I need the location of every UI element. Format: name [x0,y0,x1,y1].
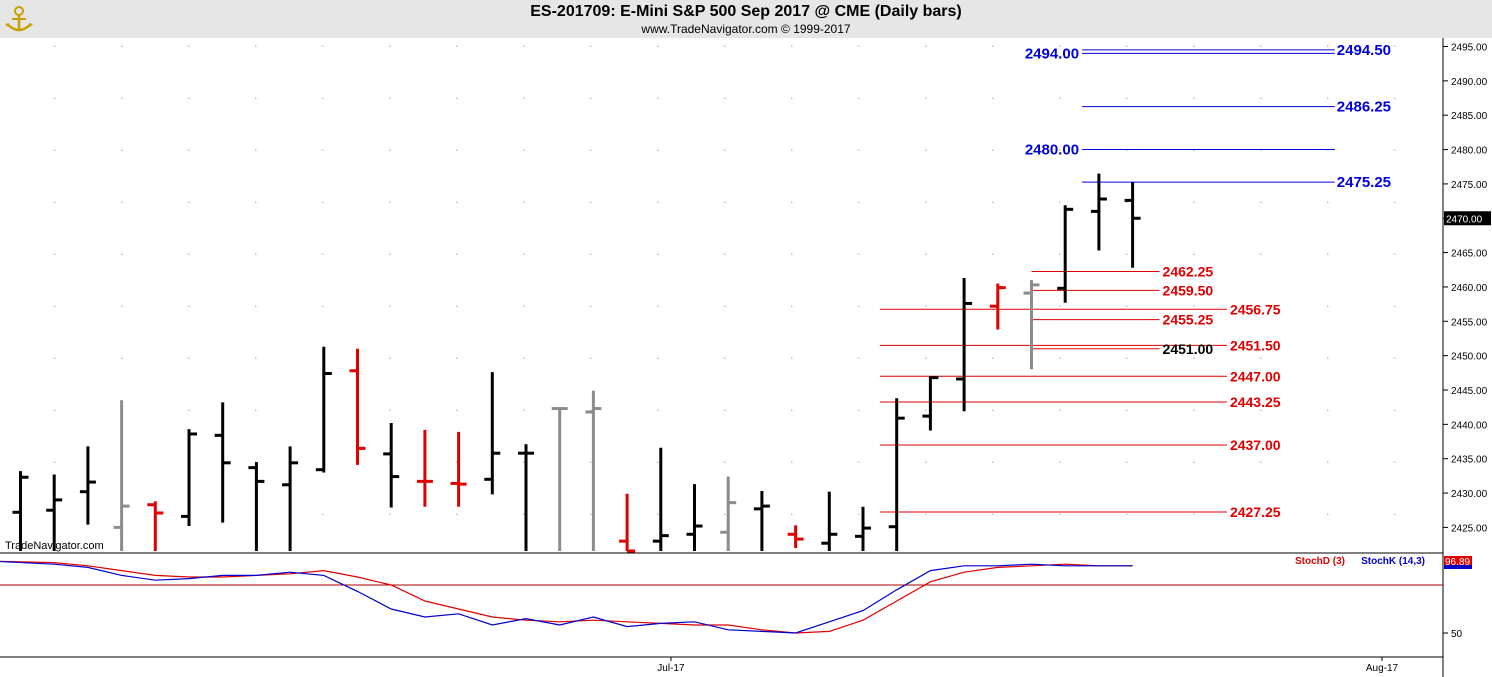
price-tick-label: 2465.00 [1451,249,1488,260]
ohlc-bar [79,446,96,525]
stoch-value-label: 96.89 [1445,557,1470,568]
ohlc-bar [1057,205,1074,303]
stochastic-panel: StochD (3) StochK (14,3) 50 96.89 [0,556,1472,640]
ohlc-bar [1124,182,1141,268]
ohlc-bar [551,407,568,551]
price-tick-label: 2450.00 [1451,352,1488,363]
price-tick-label: 2480.00 [1451,146,1488,157]
grid-dots [0,45,1443,553]
ohlc-bar [349,348,366,465]
stoch-d-legend: StochD (3) [1295,556,1345,567]
level-label-red: 2437.00 [1230,437,1281,453]
chart-header: ES-201709: E-Mini S&P 500 Sep 2017 @ CME… [0,0,1492,38]
stoch-line [0,560,1133,634]
ohlc-bar [720,476,737,551]
level-label-red: 2456.75 [1230,301,1281,317]
price-tick-label: 2435.00 [1451,455,1488,466]
price-tick-label: 2460.00 [1451,283,1488,294]
ohlc-bar [1023,280,1040,370]
ohlc-bar [888,398,905,551]
price-tick-label: 2495.00 [1451,43,1488,54]
price-tick-label: 2490.00 [1451,77,1488,88]
ohlc-bar [1090,173,1107,251]
ohlc-bar [416,429,433,507]
price-tick-label: 2430.00 [1451,489,1488,500]
ohlc-bar [989,283,1006,330]
ohlc-bar [956,278,973,412]
price-bars [12,173,1141,553]
x-tick-label: Jul-17 [657,663,685,674]
stoch-tick-label: 50 [1451,629,1463,640]
price-tick-label: 2475.00 [1451,180,1488,191]
level-lines: 2494.50 2494.00 2486.25 2480.00 2475.25 2462.… [879,42,1391,520]
stoch-value-box-k [1444,565,1472,569]
level-label-red: 2451.00 [1163,341,1214,357]
level-label-red: 2462.25 [1163,263,1214,279]
ohlc-bar [450,431,467,507]
level-label-blue: 2480.00 [1025,142,1079,159]
ohlc-bar [652,447,669,551]
ohlc-bar [855,506,871,551]
ohlc-bar [922,376,939,431]
level-label-blue: 2494.50 [1337,42,1391,59]
ohlc-bar [787,525,804,549]
level-label-red: 2451.50 [1230,337,1281,353]
trade-navigator-logo-icon [5,6,33,32]
level-label-blue: 2475.25 [1337,174,1391,191]
price-tick-label: 2445.00 [1451,386,1488,397]
price-tick-label: 2440.00 [1451,420,1488,431]
price-tick-label: 2485.00 [1451,111,1488,122]
stoch-line [0,560,1133,634]
ohlc-bar [113,400,130,551]
ohlc-bar [214,402,231,523]
ohlc-bar [686,484,703,551]
level-label-red: 2455.25 [1163,312,1214,328]
price-tick-label: 2425.00 [1451,523,1488,534]
chart-subtitle: www.TradeNavigator.com © 1999-2017 [641,22,851,36]
price-axis: 2425.00 2430.00 2435.00 2440.00 2445.00 2450.… [0,38,1491,677]
ohlc-bar [248,462,265,551]
price-tick-label: 2455.00 [1451,317,1488,328]
ohlc-bar [147,501,164,551]
ohlc-bar [315,346,332,473]
level-label-red: 2443.25 [1230,394,1281,410]
last-price-box [1444,211,1491,226]
chart-title: ES-201709: E-Mini S&P 500 Sep 2017 @ CME… [530,3,962,20]
ohlc-bar [383,422,400,508]
ohlc-bar [484,372,501,495]
ohlc-bar [518,444,534,551]
ohlc-bar [753,490,770,551]
level-label-red: 2447.00 [1230,368,1281,384]
ohlc-bar [619,493,636,553]
ohlc-bar [46,474,63,551]
level-label-blue: 2486.25 [1337,99,1391,116]
ohlc-bar [12,471,29,551]
ohlc-bar [585,390,602,551]
ohlc-bar [821,491,838,551]
level-label-red: 2427.25 [1230,504,1281,520]
last-price-label: 2470.00 [1446,214,1483,225]
ohlc-bar [181,429,197,527]
ohlc-bar [282,446,299,551]
level-label-blue: 2494.00 [1025,45,1079,62]
stoch-k-legend: StochK (14,3) [1361,556,1425,567]
x-tick-label: Aug-17 [1366,663,1399,674]
watermark-bg [2,538,114,552]
level-label-red: 2459.50 [1163,282,1214,298]
